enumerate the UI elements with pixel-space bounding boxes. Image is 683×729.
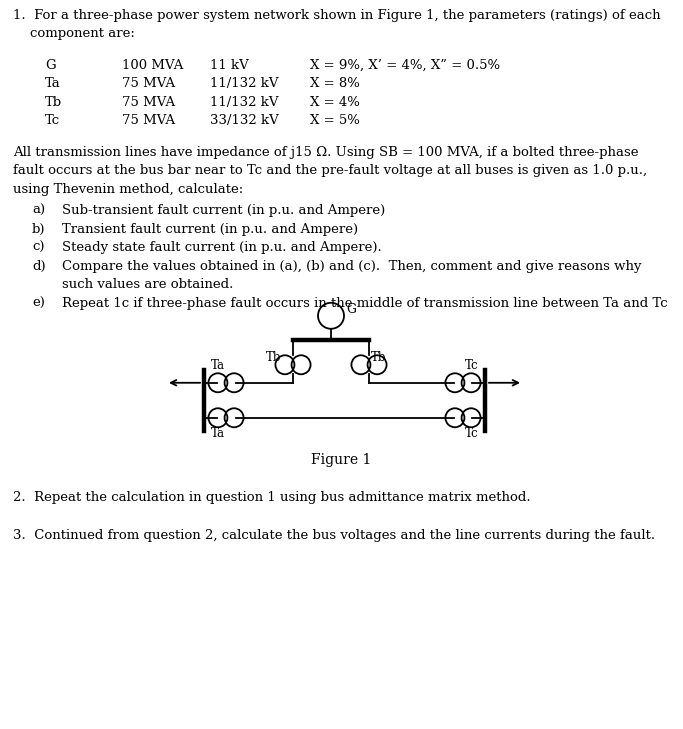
Text: Figure 1: Figure 1 <box>311 453 371 467</box>
Text: 1.  For a three-phase power system network shown in Figure 1, the parameters (ra: 1. For a three-phase power system networ… <box>13 9 660 22</box>
Text: 11 kV: 11 kV <box>210 59 249 72</box>
Text: All transmission lines have impedance of j15 Ω. Using SB = 100 MVA, if a bolted : All transmission lines have impedance of… <box>13 146 639 159</box>
Text: d): d) <box>32 260 46 273</box>
Text: G: G <box>45 59 55 72</box>
Text: such values are obtained.: such values are obtained. <box>62 278 234 291</box>
Text: 3.  Continued from question 2, calculate the bus voltages and the line currents : 3. Continued from question 2, calculate … <box>13 529 655 542</box>
Text: Repeat 1c if three-phase fault occurs in the middle of transmission line between: Repeat 1c if three-phase fault occurs in… <box>62 297 667 310</box>
Text: Tb: Tb <box>266 351 281 364</box>
Text: 75 MVA: 75 MVA <box>122 96 175 109</box>
Text: 11/132 kV: 11/132 kV <box>210 96 279 109</box>
Text: Tc: Tc <box>465 359 479 372</box>
Text: 2.  Repeat the calculation in question 1 using bus admittance matrix method.: 2. Repeat the calculation in question 1 … <box>13 491 531 504</box>
Text: Ta: Ta <box>211 426 225 440</box>
Text: 11/132 kV: 11/132 kV <box>210 77 279 90</box>
Text: using Thevenin method, calculate:: using Thevenin method, calculate: <box>13 183 243 196</box>
Text: 33/132 kV: 33/132 kV <box>210 114 279 128</box>
Text: Sub-transient fault current (in p.u. and Ampere): Sub-transient fault current (in p.u. and… <box>62 204 385 217</box>
Text: X = 5%: X = 5% <box>310 114 360 128</box>
Text: Compare the values obtained in (a), (b) and (c).  Then, comment and give reasons: Compare the values obtained in (a), (b) … <box>62 260 641 273</box>
Text: Tc: Tc <box>465 426 479 440</box>
Text: Tc: Tc <box>45 114 60 128</box>
Text: Transient fault current (in p.u. and Ampere): Transient fault current (in p.u. and Amp… <box>62 222 358 235</box>
Text: 75 MVA: 75 MVA <box>122 77 175 90</box>
Text: c): c) <box>32 241 44 254</box>
Text: Steady state fault current (in p.u. and Ampere).: Steady state fault current (in p.u. and … <box>62 241 382 254</box>
Text: G: G <box>346 303 356 316</box>
Text: X = 8%: X = 8% <box>310 77 360 90</box>
Text: 75 MVA: 75 MVA <box>122 114 175 128</box>
Text: fault occurs at the bus bar near to Tc and the pre-fault voltage at all buses is: fault occurs at the bus bar near to Tc a… <box>13 165 647 177</box>
Text: Tb: Tb <box>371 351 387 364</box>
Text: Ta: Ta <box>45 77 61 90</box>
Text: e): e) <box>32 297 45 310</box>
Text: component are:: component are: <box>13 28 135 41</box>
Text: Tb: Tb <box>45 96 62 109</box>
Text: b): b) <box>32 222 46 235</box>
Text: 100 MVA: 100 MVA <box>122 59 183 72</box>
Text: a): a) <box>32 204 45 217</box>
Text: Ta: Ta <box>211 359 225 372</box>
Text: X = 9%, X’ = 4%, X” = 0.5%: X = 9%, X’ = 4%, X” = 0.5% <box>310 59 500 72</box>
Text: X = 4%: X = 4% <box>310 96 360 109</box>
